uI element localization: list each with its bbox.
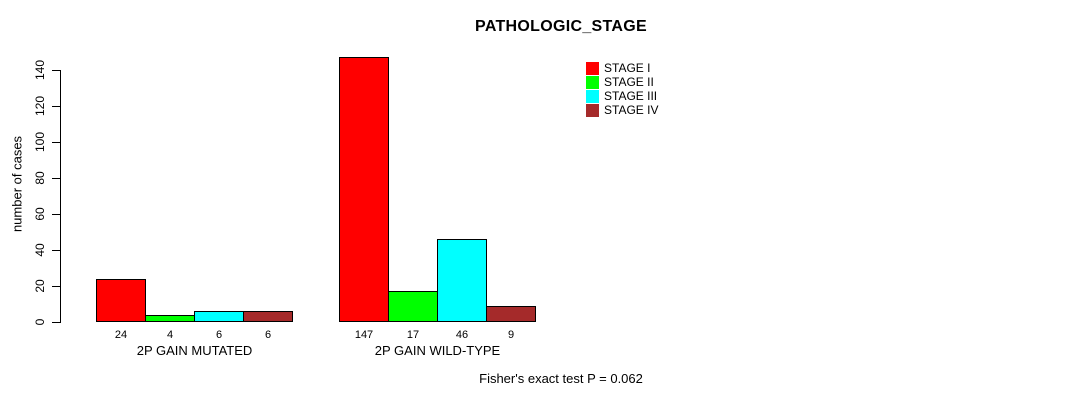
legend-swatch-stage-ii [586, 76, 599, 89]
y-axis-tick [52, 178, 60, 179]
legend-swatch-stage-iv [586, 104, 599, 117]
legend-swatch-stage-i [586, 62, 599, 75]
bar-value-label: 4 [166, 329, 174, 341]
x-group-label: 2P GAIN MUTATED [136, 343, 253, 358]
bar-value-label: 17 [406, 329, 420, 341]
bar-stage-ii-group1 [145, 315, 195, 322]
statistical-test-note: Fisher's exact test P = 0.062 [479, 371, 643, 386]
y-axis-tick [52, 70, 60, 71]
legend-item: STAGE IV [586, 104, 658, 117]
legend-label: STAGE IV [604, 103, 659, 117]
bar-stage-iv-group1 [243, 311, 293, 322]
y-axis-tick [52, 286, 60, 287]
bar-value-label: 46 [455, 329, 469, 341]
legend-label: STAGE I [604, 61, 651, 75]
bar-stage-i-group1 [96, 279, 146, 322]
legend-item: STAGE III [586, 90, 658, 103]
x-group-label: 2P GAIN WILD-TYPE [374, 343, 501, 358]
bar-value-label: 6 [215, 329, 223, 341]
y-axis-line [60, 70, 61, 323]
y-axis-tick-label: 40 [33, 243, 47, 257]
bar-value-label: 6 [264, 329, 272, 341]
legend-item: STAGE II [586, 76, 658, 89]
bar-stage-iv-group2 [486, 306, 536, 322]
bar-stage-iii-group2 [437, 239, 487, 322]
bar-value-label: 147 [354, 329, 374, 341]
y-axis-tick-label: 60 [33, 207, 47, 221]
y-axis-tick [52, 106, 60, 107]
legend-swatch-stage-iii [586, 90, 599, 103]
y-axis-tick-label: 140 [33, 59, 47, 81]
y-axis-tick-label: 80 [33, 171, 47, 185]
y-axis-tick-label: 0 [33, 318, 47, 326]
y-axis-tick [52, 322, 60, 323]
y-axis-tick-label: 100 [33, 131, 47, 153]
bar-stage-ii-group2 [388, 291, 438, 322]
bar-stage-i-group2 [339, 57, 389, 322]
legend-label: STAGE III [604, 89, 658, 103]
legend: STAGE I STAGE II STAGE III STAGE IV [586, 62, 658, 118]
y-axis-tick-label: 120 [33, 95, 47, 117]
y-axis-tick [52, 142, 60, 143]
y-axis-tick [52, 214, 60, 215]
bar-stage-iii-group1 [194, 311, 244, 322]
y-axis-label: number of cases [9, 135, 25, 233]
bar-value-label: 9 [507, 329, 515, 341]
legend-item: STAGE I [586, 62, 658, 75]
y-axis-tick-label: 20 [33, 279, 47, 293]
chart-title: PATHOLOGIC_STAGE [475, 18, 647, 35]
bar-value-label: 24 [114, 329, 128, 341]
legend-label: STAGE II [604, 75, 654, 89]
y-axis-tick [52, 250, 60, 251]
